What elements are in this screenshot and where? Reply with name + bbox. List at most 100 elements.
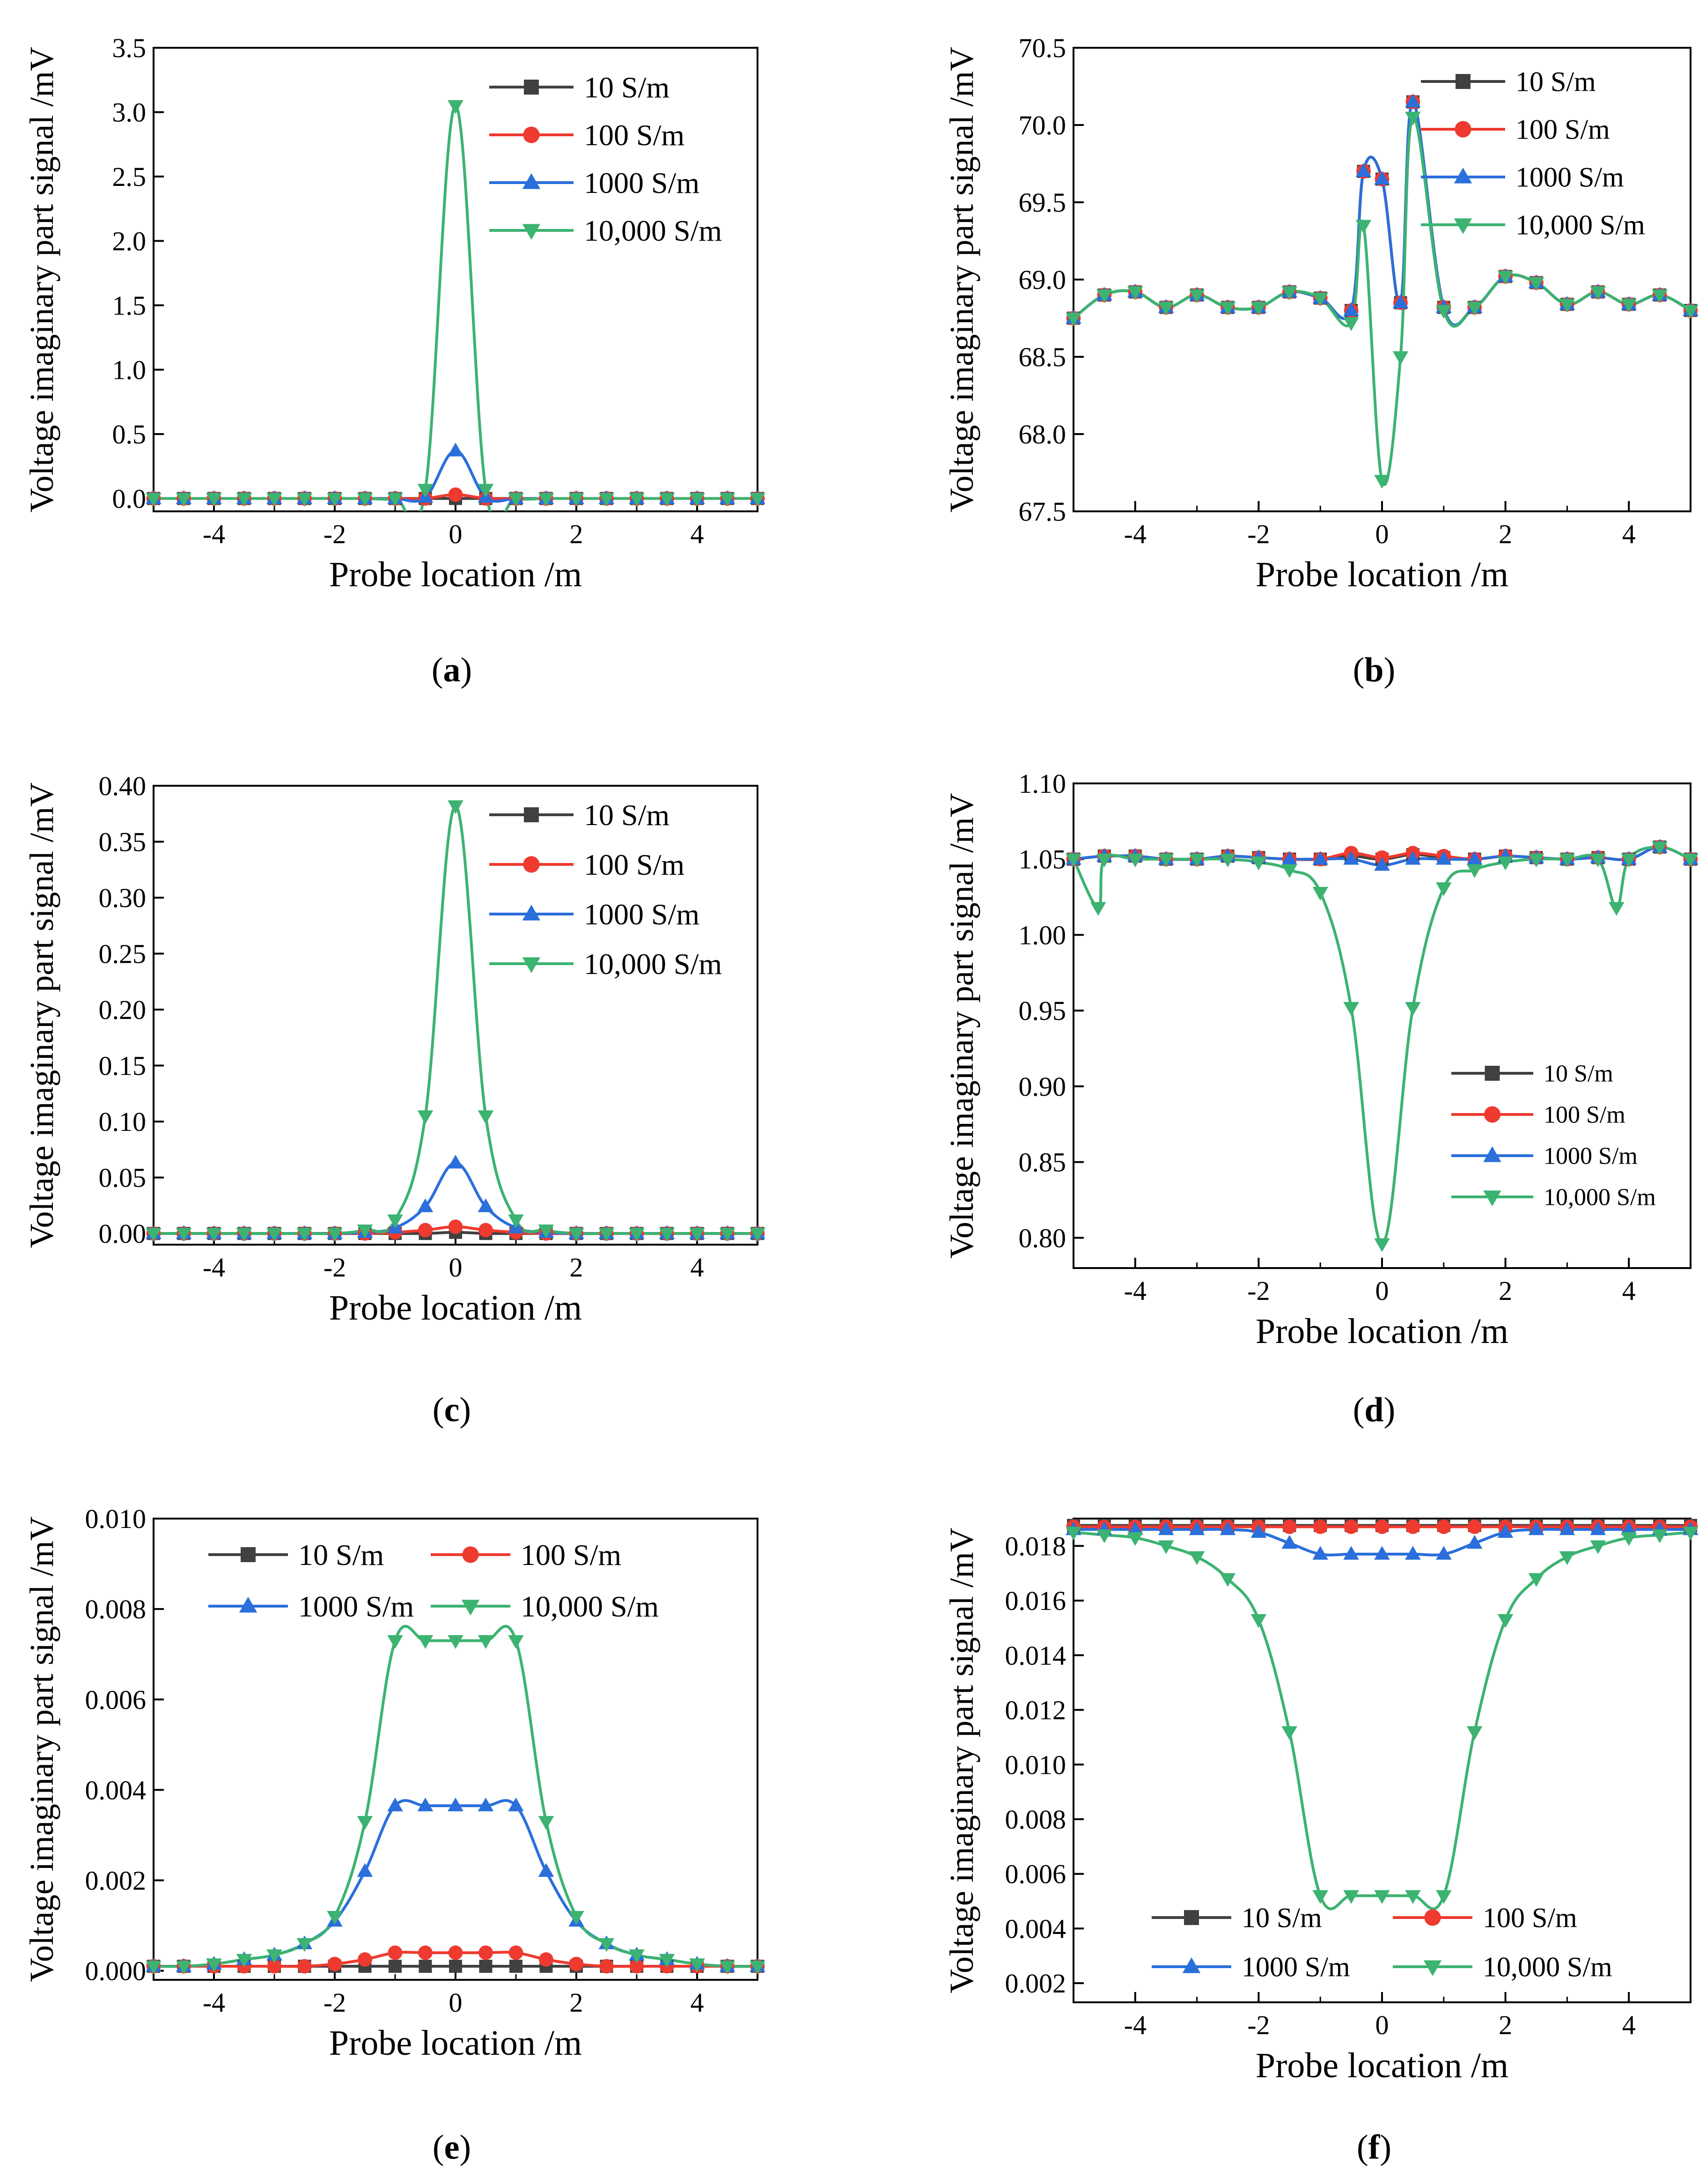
y-tick-label: 1.00 [1019, 920, 1066, 950]
y-tick-label: 68.0 [1019, 419, 1066, 450]
data-point [1220, 302, 1236, 316]
data-point [1343, 1546, 1359, 1560]
data-point [176, 493, 192, 507]
y-tick-label: 0.20 [99, 995, 147, 1025]
x-tick-label: 0 [449, 1252, 463, 1283]
data-point [1559, 1551, 1575, 1565]
x-tick-label: 0 [1375, 519, 1389, 549]
data-point [1436, 305, 1452, 319]
data-point [1621, 298, 1637, 313]
data-point [1250, 1524, 1267, 1538]
legend: 10 S/m 100 S/m 1000 S/m 10,000 S/m [1152, 1902, 1612, 1982]
panel-caption: (c) [433, 1391, 471, 1429]
legend-label: 100 S/m [584, 848, 684, 881]
data-point [598, 493, 615, 507]
data-point [1374, 1546, 1390, 1560]
plot-frame [153, 1518, 758, 1981]
legend-label: 10,000 S/m [521, 1590, 659, 1623]
data-point [1127, 853, 1143, 868]
x-axis-label: Probe location /m [1256, 555, 1508, 594]
data-point [1220, 853, 1236, 868]
data-point [358, 1952, 372, 1967]
legend: 10 S/m 100 S/m 1000 S/m 10,000 S/m [208, 1538, 659, 1623]
data-point [357, 493, 373, 507]
legend-marker [1484, 1106, 1501, 1123]
y-tick-label: 0.10 [99, 1107, 147, 1137]
x-tick-label: 2 [1499, 519, 1512, 549]
x-axis-label: Probe location /m [329, 555, 582, 594]
x-tick-label: 4 [1622, 2010, 1636, 2040]
x-tick-label: -4 [203, 519, 225, 549]
data-point [659, 1228, 675, 1242]
y-tick-label: 0.95 [1019, 996, 1066, 1026]
data-point [568, 493, 584, 507]
legend-label: 1000 S/m [584, 166, 699, 199]
data-point [1281, 864, 1298, 878]
data-point [236, 1954, 252, 1968]
y-tick-label: 1.10 [1019, 768, 1066, 799]
data-point [1652, 1529, 1668, 1543]
data-point [478, 1945, 493, 1960]
data-point [1405, 1890, 1421, 1904]
data-point [1158, 302, 1174, 316]
data-point [419, 1960, 432, 1973]
legend-label: 1000 S/m [584, 898, 699, 931]
data-point [1436, 1546, 1452, 1560]
data-point [1405, 111, 1421, 125]
data-point [1559, 298, 1575, 313]
chart-panel-b: -4 -2 0 2 4 67.5 68.0 68.5 69.0 69.5 70.0 70.5 Probe… [943, 33, 1699, 689]
legend-marker [522, 957, 541, 973]
y-tick-label: 0.016 [1005, 1586, 1066, 1616]
data-point [478, 1110, 494, 1124]
data-point [1392, 351, 1409, 365]
legend-marker [1454, 218, 1472, 234]
x-tick-label: -4 [203, 1987, 225, 2018]
legend-marker [239, 1597, 257, 1613]
data-point [750, 1961, 765, 1975]
data-point [1652, 289, 1668, 303]
data-point [509, 1960, 522, 1973]
data-point [1497, 1614, 1514, 1628]
data-point [176, 1228, 192, 1242]
legend-marker [1182, 1957, 1201, 1973]
y-tick-label: 69.0 [1019, 265, 1066, 295]
chart-panel-c: -4 -2 0 2 4 0.00 0.05 0.10 0.15 0.20 0.25 0.30 0.35 0… [23, 771, 765, 1429]
data-point [327, 493, 343, 507]
x-axis-label: Probe location /m [1256, 2046, 1508, 2085]
y-tick-label: 2.0 [112, 226, 147, 257]
data-point [1281, 1726, 1298, 1740]
y-tick-label: 1.05 [1019, 844, 1066, 875]
data-point [388, 1945, 403, 1960]
data-point [418, 1945, 433, 1960]
data-point [236, 493, 252, 507]
legend: 10 S/m 100 S/m 1000 S/m 10,000 S/m [489, 71, 722, 247]
legend-marker [1485, 1066, 1500, 1081]
x-axis-label: Probe location /m [329, 1288, 582, 1328]
data-point [508, 1214, 524, 1228]
y-tick-label: 0.004 [85, 1775, 147, 1805]
data-point [1405, 94, 1421, 108]
data-point [1590, 1521, 1606, 1535]
data-point [387, 493, 403, 507]
data-point [1189, 289, 1205, 303]
x-tick-label: -4 [1124, 519, 1147, 549]
data-point [750, 493, 765, 507]
data-point [206, 493, 222, 507]
data-point [1375, 1520, 1390, 1534]
chart-panel-e: -4 -2 0 2 4 0.000 0.002 0.004 0.006 0.008 0.010 Pro… [23, 1504, 765, 2167]
data-point [296, 493, 313, 507]
y-tick-label: 0.000 [85, 1956, 147, 1986]
data-point [1343, 1002, 1359, 1016]
data-point [1189, 853, 1205, 868]
panel-caption: (d) [1353, 1391, 1395, 1429]
data-point [1158, 853, 1174, 868]
data-point [1466, 1726, 1483, 1740]
data-point [296, 1938, 313, 1952]
data-point [1590, 853, 1606, 868]
data-point [750, 1228, 765, 1242]
data-point [1528, 277, 1544, 291]
legend-marker [1454, 168, 1472, 184]
legend-label: 10 S/m [1242, 1902, 1322, 1933]
data-point [1158, 1521, 1174, 1535]
